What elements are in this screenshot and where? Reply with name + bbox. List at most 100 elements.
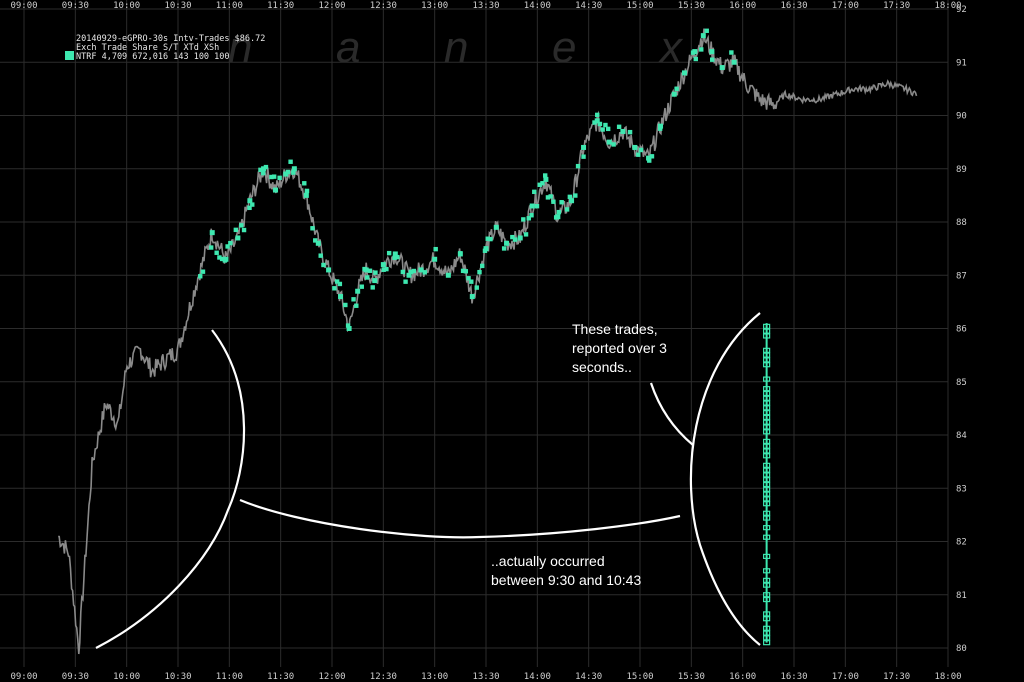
cluster-trade-marker [763,405,771,411]
ntrf-trade-marker [510,234,515,240]
ntrf-trade-marker [241,227,247,233]
ntrf-trade-marker [400,269,406,275]
cluster-trade-marker [763,390,771,397]
cluster-trade-marker [763,410,771,416]
cluster-trade-marker [763,400,771,406]
ntrf-trade-marker [310,226,315,231]
cluster-trade-marker [763,453,771,459]
ntrf-trade-point [380,262,386,268]
ntrf-trade-marker [258,167,263,173]
ntrf-trade-marker [534,203,540,209]
ntrf-trade-point [709,49,715,55]
x-tick-label: 15:00 [626,1,653,11]
ntrf-trade-marker [512,237,518,242]
x-tick-label: 13:30 [472,672,499,682]
x-tick-label: 13:00 [421,1,448,11]
ntrf-trade-marker [529,213,534,218]
ntrf-trade-marker [526,216,531,221]
annotation-reported: These trades, reported over 3 seconds.. [572,321,667,375]
ntrf-trade-point [326,267,332,273]
cluster-trade-marker [763,352,771,358]
x-tick-label: 16:30 [780,672,807,682]
ntrf-trade-point [355,288,361,294]
y-tick-label: 87 [956,271,967,281]
cluster-trade-marker [763,395,771,401]
ntrf-trade-marker [422,270,427,275]
ntrf-trade-marker [532,189,537,195]
ntrf-trade-marker [332,286,337,291]
ntrf-trade-marker [433,246,438,252]
ntrf-trade-point [658,123,664,129]
x-tick-label: 15:30 [678,672,705,682]
ntrf-trade-marker [469,279,474,284]
ntrf-trade-marker [597,121,603,127]
x-tick-label: 14:30 [575,1,602,11]
x-tick-label: 13:00 [421,672,448,682]
annotation-curve-2 [689,312,761,646]
cluster-trade-marker [763,510,771,516]
x-tick-label: 17:00 [832,1,859,11]
annotation-curve-3 [649,382,694,446]
ntrf-trade-point [483,246,489,252]
x-tick-label: 11:30 [267,672,294,682]
x-tick-label: 09:00 [10,1,37,11]
x-tick-label: 16:00 [729,672,756,682]
ntrf-trade-marker [351,297,356,302]
ntrf-trade-marker [463,269,469,274]
ntrf-trade-marker [345,323,351,328]
ntrf-trade-point [247,198,253,204]
ntrf-trade-point [372,278,378,284]
x-tick-label: 18:00 [934,1,961,11]
ntrf-trade-marker [559,200,564,205]
ntrf-trade-point [363,267,369,273]
y-tick-label: 86 [956,325,967,335]
cluster-trade-marker [763,443,771,449]
y-axis-ticks: 80 81 82 83 84 85 86 87 88 89 90 91 92 [956,5,967,654]
cluster-trade-marker [763,386,771,392]
ntrf-trade-point [692,49,698,55]
ntrf-trade-point [529,203,535,209]
ntrf-trade-point [719,65,725,71]
ntrf-trade-point [432,256,438,262]
ntrf-trade-point [569,198,575,204]
y-tick-label: 80 [956,644,967,654]
ntrf-trade-point [620,128,626,134]
header-ntrf-row: NTRF 4,709 672,016 143 100 100 [76,52,230,62]
ntrf-trade-point [671,91,677,97]
ntrf-trade-point [632,144,638,150]
watermark-letter: n [444,23,468,72]
ntrf-trade-marker [699,47,704,52]
x-tick-label: 09:30 [62,1,89,11]
cluster-trade-marker [763,414,771,421]
chart-title: 20140929-eGPRO-30s Intv-Trades $86.72 [76,34,265,44]
cluster-trade-marker [763,429,771,435]
ntrf-trade-marker [381,267,386,272]
cluster-trade-marker [763,611,771,617]
ntrf-trade-point [209,230,215,236]
ntrf-legend-swatch [65,51,74,60]
ntrf-trade-marker [581,154,586,159]
x-tick-label: 15:30 [678,1,705,11]
ntrf-trade-point [700,33,706,39]
ntrf-trade-point [392,251,398,257]
annotation-curves [95,312,761,649]
ntrf-trade-marker [693,56,698,62]
cluster-trade-marker [763,323,771,329]
ntrf-trade-marker [545,195,551,200]
x-tick-label: 14:30 [575,672,602,682]
cluster-trade-marker [763,438,771,444]
ntrf-trade-marker [638,147,644,153]
ntrf-trade-point [315,240,321,246]
annotation-reported-line-3: seconds.. [572,359,632,375]
ntrf-trade-marker [261,170,266,176]
ntrf-trade-marker [564,207,570,212]
ntrf-trade-marker [392,255,397,260]
y-tick-label: 89 [956,165,967,175]
x-tick-label: 12:00 [318,672,345,682]
other-trades-series [58,28,918,655]
ntrf-trade-marker [337,281,343,287]
x-tick-label: 09:30 [62,672,89,682]
cluster-trade-marker [763,635,771,641]
late-reported-trades-cluster [763,323,771,646]
